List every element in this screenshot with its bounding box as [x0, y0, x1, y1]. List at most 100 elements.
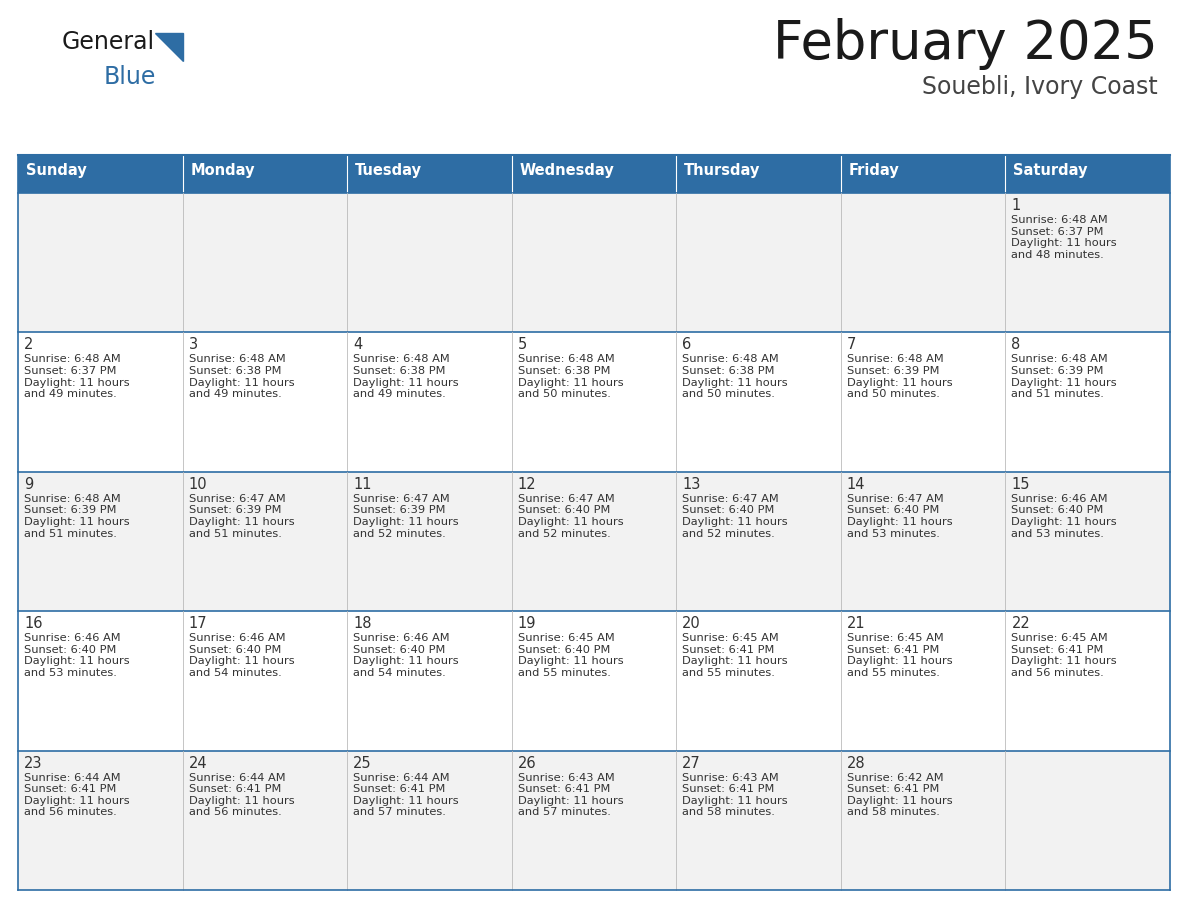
- Text: Sunrise: 6:47 AM
Sunset: 6:40 PM
Daylight: 11 hours
and 52 minutes.: Sunrise: 6:47 AM Sunset: 6:40 PM Dayligh…: [518, 494, 624, 539]
- Text: Souebli, Ivory Coast: Souebli, Ivory Coast: [922, 75, 1158, 99]
- Text: Sunrise: 6:44 AM
Sunset: 6:41 PM
Daylight: 11 hours
and 56 minutes.: Sunrise: 6:44 AM Sunset: 6:41 PM Dayligh…: [24, 773, 129, 817]
- Text: General: General: [62, 30, 156, 54]
- Text: Sunrise: 6:48 AM
Sunset: 6:37 PM
Daylight: 11 hours
and 48 minutes.: Sunrise: 6:48 AM Sunset: 6:37 PM Dayligh…: [1011, 215, 1117, 260]
- Text: Sunrise: 6:46 AM
Sunset: 6:40 PM
Daylight: 11 hours
and 54 minutes.: Sunrise: 6:46 AM Sunset: 6:40 PM Dayligh…: [353, 633, 459, 678]
- Text: 5: 5: [518, 338, 527, 353]
- Text: 14: 14: [847, 476, 865, 492]
- Bar: [18, 155, 1170, 193]
- Bar: [1005, 193, 1170, 332]
- Text: Sunrise: 6:42 AM
Sunset: 6:41 PM
Daylight: 11 hours
and 58 minutes.: Sunrise: 6:42 AM Sunset: 6:41 PM Dayligh…: [847, 773, 953, 817]
- Text: 20: 20: [682, 616, 701, 632]
- Bar: [18, 332, 183, 472]
- Text: Monday: Monday: [190, 163, 255, 178]
- Polygon shape: [154, 33, 183, 61]
- Text: Sunrise: 6:47 AM
Sunset: 6:39 PM
Daylight: 11 hours
and 51 minutes.: Sunrise: 6:47 AM Sunset: 6:39 PM Dayligh…: [189, 494, 295, 539]
- Bar: [676, 193, 841, 332]
- Bar: [347, 611, 512, 751]
- Text: Sunrise: 6:46 AM
Sunset: 6:40 PM
Daylight: 11 hours
and 54 minutes.: Sunrise: 6:46 AM Sunset: 6:40 PM Dayligh…: [189, 633, 295, 678]
- Text: 4: 4: [353, 338, 362, 353]
- Text: Sunrise: 6:45 AM
Sunset: 6:40 PM
Daylight: 11 hours
and 55 minutes.: Sunrise: 6:45 AM Sunset: 6:40 PM Dayligh…: [518, 633, 624, 678]
- Bar: [18, 751, 183, 890]
- Bar: [183, 193, 347, 332]
- Text: February 2025: February 2025: [773, 18, 1158, 70]
- Text: 10: 10: [189, 476, 207, 492]
- Bar: [841, 332, 1005, 472]
- Bar: [347, 751, 512, 890]
- Text: 6: 6: [682, 338, 691, 353]
- Text: Sunrise: 6:48 AM
Sunset: 6:38 PM
Daylight: 11 hours
and 50 minutes.: Sunrise: 6:48 AM Sunset: 6:38 PM Dayligh…: [682, 354, 788, 399]
- Bar: [841, 193, 1005, 332]
- Text: 19: 19: [518, 616, 536, 632]
- Text: Sunrise: 6:48 AM
Sunset: 6:38 PM
Daylight: 11 hours
and 49 minutes.: Sunrise: 6:48 AM Sunset: 6:38 PM Dayligh…: [189, 354, 295, 399]
- Bar: [1005, 751, 1170, 890]
- Bar: [183, 751, 347, 890]
- Bar: [841, 472, 1005, 611]
- Bar: [676, 751, 841, 890]
- Text: 12: 12: [518, 476, 536, 492]
- Text: 28: 28: [847, 756, 866, 770]
- Bar: [183, 611, 347, 751]
- Text: Sunrise: 6:47 AM
Sunset: 6:40 PM
Daylight: 11 hours
and 53 minutes.: Sunrise: 6:47 AM Sunset: 6:40 PM Dayligh…: [847, 494, 953, 539]
- Text: Sunrise: 6:43 AM
Sunset: 6:41 PM
Daylight: 11 hours
and 57 minutes.: Sunrise: 6:43 AM Sunset: 6:41 PM Dayligh…: [518, 773, 624, 817]
- Text: Sunrise: 6:47 AM
Sunset: 6:39 PM
Daylight: 11 hours
and 52 minutes.: Sunrise: 6:47 AM Sunset: 6:39 PM Dayligh…: [353, 494, 459, 539]
- Text: Sunrise: 6:45 AM
Sunset: 6:41 PM
Daylight: 11 hours
and 56 minutes.: Sunrise: 6:45 AM Sunset: 6:41 PM Dayligh…: [1011, 633, 1117, 678]
- Text: Sunrise: 6:45 AM
Sunset: 6:41 PM
Daylight: 11 hours
and 55 minutes.: Sunrise: 6:45 AM Sunset: 6:41 PM Dayligh…: [682, 633, 788, 678]
- Text: 27: 27: [682, 756, 701, 770]
- Text: Blue: Blue: [105, 65, 157, 89]
- Bar: [1005, 332, 1170, 472]
- Bar: [512, 472, 676, 611]
- Bar: [841, 611, 1005, 751]
- Bar: [347, 472, 512, 611]
- Bar: [512, 751, 676, 890]
- Text: 1: 1: [1011, 198, 1020, 213]
- Bar: [512, 193, 676, 332]
- Text: Saturday: Saturday: [1013, 163, 1088, 178]
- Text: Sunrise: 6:47 AM
Sunset: 6:40 PM
Daylight: 11 hours
and 52 minutes.: Sunrise: 6:47 AM Sunset: 6:40 PM Dayligh…: [682, 494, 788, 539]
- Text: Sunrise: 6:48 AM
Sunset: 6:38 PM
Daylight: 11 hours
and 50 minutes.: Sunrise: 6:48 AM Sunset: 6:38 PM Dayligh…: [518, 354, 624, 399]
- Text: 11: 11: [353, 476, 372, 492]
- Text: Tuesday: Tuesday: [355, 163, 422, 178]
- Text: 21: 21: [847, 616, 866, 632]
- Text: Wednesday: Wednesday: [519, 163, 614, 178]
- Text: Friday: Friday: [849, 163, 899, 178]
- Bar: [183, 472, 347, 611]
- Text: Sunrise: 6:44 AM
Sunset: 6:41 PM
Daylight: 11 hours
and 56 minutes.: Sunrise: 6:44 AM Sunset: 6:41 PM Dayligh…: [189, 773, 295, 817]
- Text: 16: 16: [24, 616, 43, 632]
- Text: 22: 22: [1011, 616, 1030, 632]
- Text: 24: 24: [189, 756, 207, 770]
- Text: 18: 18: [353, 616, 372, 632]
- Text: 3: 3: [189, 338, 197, 353]
- Text: Sunrise: 6:48 AM
Sunset: 6:38 PM
Daylight: 11 hours
and 49 minutes.: Sunrise: 6:48 AM Sunset: 6:38 PM Dayligh…: [353, 354, 459, 399]
- Text: 13: 13: [682, 476, 701, 492]
- Text: 26: 26: [518, 756, 536, 770]
- Text: Sunrise: 6:45 AM
Sunset: 6:41 PM
Daylight: 11 hours
and 55 minutes.: Sunrise: 6:45 AM Sunset: 6:41 PM Dayligh…: [847, 633, 953, 678]
- Bar: [676, 332, 841, 472]
- Bar: [183, 332, 347, 472]
- Text: Thursday: Thursday: [684, 163, 760, 178]
- Text: 17: 17: [189, 616, 207, 632]
- Text: Sunrise: 6:48 AM
Sunset: 6:37 PM
Daylight: 11 hours
and 49 minutes.: Sunrise: 6:48 AM Sunset: 6:37 PM Dayligh…: [24, 354, 129, 399]
- Bar: [512, 611, 676, 751]
- Text: Sunday: Sunday: [26, 163, 87, 178]
- Text: 15: 15: [1011, 476, 1030, 492]
- Text: 2: 2: [24, 338, 33, 353]
- Text: 23: 23: [24, 756, 43, 770]
- Text: 8: 8: [1011, 338, 1020, 353]
- Text: Sunrise: 6:46 AM
Sunset: 6:40 PM
Daylight: 11 hours
and 53 minutes.: Sunrise: 6:46 AM Sunset: 6:40 PM Dayligh…: [1011, 494, 1117, 539]
- Text: Sunrise: 6:48 AM
Sunset: 6:39 PM
Daylight: 11 hours
and 50 minutes.: Sunrise: 6:48 AM Sunset: 6:39 PM Dayligh…: [847, 354, 953, 399]
- Text: Sunrise: 6:43 AM
Sunset: 6:41 PM
Daylight: 11 hours
and 58 minutes.: Sunrise: 6:43 AM Sunset: 6:41 PM Dayligh…: [682, 773, 788, 817]
- Text: 9: 9: [24, 476, 33, 492]
- Bar: [18, 611, 183, 751]
- Bar: [347, 193, 512, 332]
- Bar: [676, 611, 841, 751]
- Bar: [841, 751, 1005, 890]
- Text: 7: 7: [847, 338, 857, 353]
- Bar: [1005, 611, 1170, 751]
- Text: Sunrise: 6:44 AM
Sunset: 6:41 PM
Daylight: 11 hours
and 57 minutes.: Sunrise: 6:44 AM Sunset: 6:41 PM Dayligh…: [353, 773, 459, 817]
- Bar: [1005, 472, 1170, 611]
- Bar: [512, 332, 676, 472]
- Bar: [676, 472, 841, 611]
- Bar: [18, 193, 183, 332]
- Text: 25: 25: [353, 756, 372, 770]
- Text: Sunrise: 6:48 AM
Sunset: 6:39 PM
Daylight: 11 hours
and 51 minutes.: Sunrise: 6:48 AM Sunset: 6:39 PM Dayligh…: [1011, 354, 1117, 399]
